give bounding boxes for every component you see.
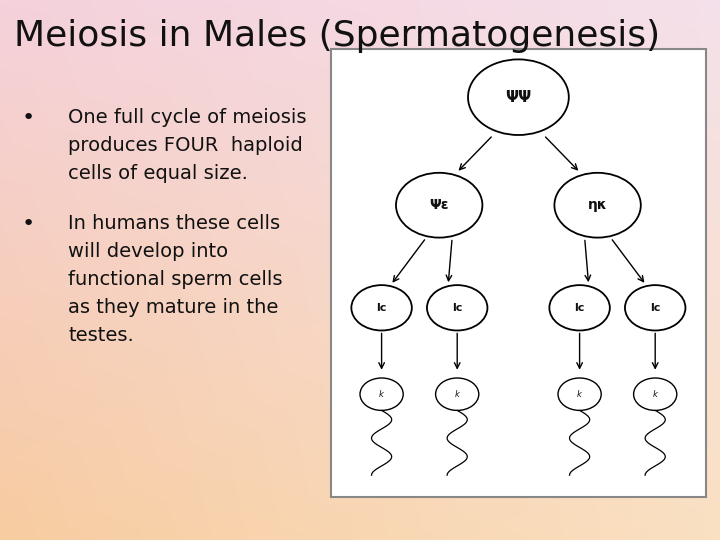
Circle shape bbox=[468, 59, 569, 135]
Text: produces FOUR  haploid: produces FOUR haploid bbox=[68, 136, 303, 155]
Circle shape bbox=[436, 378, 479, 410]
Circle shape bbox=[396, 173, 482, 238]
Text: ηκ: ηκ bbox=[588, 198, 608, 212]
Text: One full cycle of meiosis: One full cycle of meiosis bbox=[68, 108, 307, 127]
Text: ΨΨ: ΨΨ bbox=[505, 90, 531, 105]
Text: k: k bbox=[653, 390, 657, 399]
Circle shape bbox=[549, 285, 610, 330]
Text: will develop into: will develop into bbox=[68, 242, 228, 261]
Text: as they mature in the: as they mature in the bbox=[68, 298, 279, 317]
Text: cells of equal size.: cells of equal size. bbox=[68, 164, 248, 183]
Text: lc: lc bbox=[575, 303, 585, 313]
Text: testes.: testes. bbox=[68, 326, 134, 345]
Text: lc: lc bbox=[377, 303, 387, 313]
Circle shape bbox=[625, 285, 685, 330]
Circle shape bbox=[427, 285, 487, 330]
Circle shape bbox=[554, 173, 641, 238]
Text: functional sperm cells: functional sperm cells bbox=[68, 270, 283, 289]
Text: lc: lc bbox=[650, 303, 660, 313]
Circle shape bbox=[360, 378, 403, 410]
Text: lc: lc bbox=[452, 303, 462, 313]
Bar bbox=[331, 49, 706, 497]
Text: •: • bbox=[22, 214, 35, 234]
Text: •: • bbox=[22, 108, 35, 128]
Text: Ψε: Ψε bbox=[429, 198, 449, 212]
Text: In humans these cells: In humans these cells bbox=[68, 214, 281, 233]
Circle shape bbox=[558, 378, 601, 410]
Text: k: k bbox=[455, 390, 459, 399]
Text: k: k bbox=[577, 390, 582, 399]
Text: Meiosis in Males (Spermatogenesis): Meiosis in Males (Spermatogenesis) bbox=[14, 19, 660, 53]
Circle shape bbox=[351, 285, 412, 330]
Text: k: k bbox=[379, 390, 384, 399]
Circle shape bbox=[634, 378, 677, 410]
